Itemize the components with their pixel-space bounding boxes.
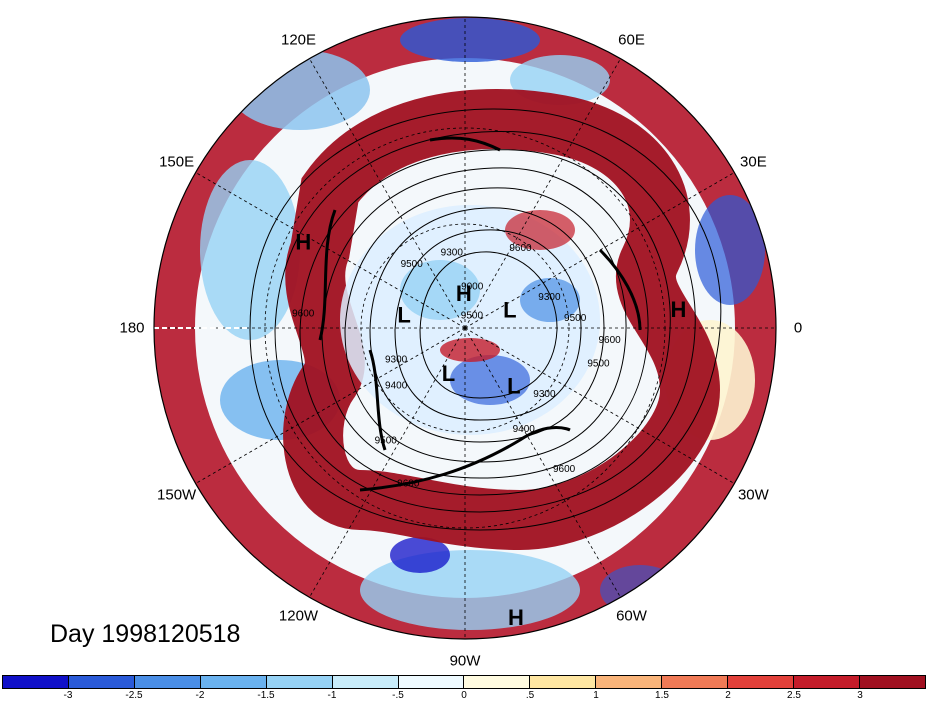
colorbar-tick-label: -2.5 <box>125 690 143 701</box>
colorbar-tick-label: -1 <box>327 690 337 701</box>
colorbar-segment <box>662 676 729 688</box>
contour-label: 9300 <box>441 248 464 259</box>
contour-label: 9500 <box>587 358 610 369</box>
colorbar-segment <box>859 676 925 688</box>
colorbar-tick-label: 1 <box>593 690 599 701</box>
longitude-label: 150E <box>159 153 195 170</box>
colorbar-tick-label: 2.5 <box>787 690 801 701</box>
meridian-line <box>195 172 466 329</box>
contour-lines <box>249 108 722 531</box>
contour-label: 9300 <box>538 292 561 303</box>
colorbar-segment <box>134 676 201 688</box>
colorbar-labels: -3 -2.5 -2 -1.5 -1 -.5 0 .5 1 1.5 2 2.5 3 <box>2 690 926 702</box>
high-pressure-marker: H <box>456 281 472 306</box>
anomaly-field <box>154 17 776 639</box>
colorbar-tick-label: -.5 <box>392 690 404 701</box>
meridian-line <box>309 58 466 329</box>
longitude-label: 60W <box>616 607 647 625</box>
colorbar-segment <box>596 676 663 688</box>
meridian-line <box>464 327 735 484</box>
colorbar-tick-label: -2 <box>195 690 205 701</box>
colorbar-segment <box>464 676 531 688</box>
colorbar-segment <box>728 676 795 688</box>
map-boundary <box>153 16 777 640</box>
contour-label: 9500 <box>401 259 424 270</box>
low-pressure-marker: L <box>503 297 516 322</box>
contour-label: 9500 <box>564 313 587 324</box>
contour-label: 9500 <box>375 436 398 447</box>
high-pressure-marker: H <box>508 605 524 630</box>
pressure-centers: H H H H L L L L <box>295 230 686 630</box>
contour-label: 9600 <box>509 243 532 254</box>
field-blob <box>400 260 480 320</box>
contour-label: 9400 <box>513 424 536 435</box>
meridian-line <box>309 327 466 598</box>
longitude-label: 120W <box>278 607 319 625</box>
colorbar-tick-label: 2 <box>725 690 731 701</box>
contour-label: 9500 <box>461 311 484 322</box>
field-blob <box>520 278 580 322</box>
high-pressure-marker: H <box>295 230 311 255</box>
field-blob <box>505 210 575 250</box>
colorbar-tick-label: .5 <box>525 690 535 701</box>
contour-label: 9300 <box>385 355 408 366</box>
low-pressure-marker: L <box>442 361 455 386</box>
contour-label: 9300 <box>533 389 556 400</box>
field-blob <box>450 355 530 405</box>
low-pressure-marker: L <box>507 374 520 399</box>
colorbar-tick-label: 1.5 <box>655 690 669 701</box>
contour-label: 9600 <box>292 308 315 319</box>
colorbar-tick-label: 3 <box>857 690 863 701</box>
colorbar-tick-label: 0 <box>461 690 467 701</box>
colorbar-segment <box>794 676 860 688</box>
field-blob <box>400 18 540 62</box>
longitude-label: 150W <box>157 486 197 503</box>
high-pressure-marker: H <box>670 297 686 322</box>
colorbar-segment <box>68 676 135 688</box>
longitude-label: 90E <box>452 0 479 4</box>
colorbar <box>2 675 926 689</box>
field-blob <box>390 537 450 573</box>
meridian-line <box>464 58 621 329</box>
colorbar-tick-label: -1.5 <box>257 690 275 701</box>
colorbar-segment <box>332 676 399 688</box>
colorbar-segment <box>200 676 267 688</box>
colorbar-segment <box>530 676 597 688</box>
longitude-label: 180 <box>119 319 145 337</box>
contour-label: 9600 <box>598 335 621 346</box>
meridian-line <box>464 327 621 598</box>
map-title: Day 1998120518 <box>50 620 241 648</box>
meridian-line <box>195 327 466 484</box>
longitude-label: 30E <box>740 153 767 170</box>
colorbar-tick-label: -3 <box>63 690 73 701</box>
meridian-line <box>464 172 735 329</box>
longitude-label: 120E <box>280 31 317 49</box>
colorbar-segment <box>398 676 465 688</box>
longitude-label: 90W <box>449 652 481 670</box>
longitude-label: 0 <box>793 319 803 337</box>
colorbar-segment <box>3 676 69 688</box>
contour-label: 9400 <box>385 380 408 391</box>
longitude-label: 60E <box>618 31 645 49</box>
longitude-label: 30W <box>737 486 769 503</box>
low-pressure-marker: L <box>397 303 410 328</box>
field-jet-band <box>283 89 721 551</box>
contour-thick <box>318 136 642 492</box>
field-blob <box>440 338 500 362</box>
field-blob <box>200 160 300 340</box>
field-inner <box>340 205 600 435</box>
colorbar-segment <box>266 676 333 688</box>
contour-label: 9600 <box>553 464 576 475</box>
field-blob <box>695 195 765 305</box>
contour-label: 9000 <box>461 282 484 293</box>
contour-label: 9600 <box>397 478 420 489</box>
field-blob <box>230 50 370 130</box>
contour-labels: 9600930090009500930095009600950093009400… <box>292 243 621 489</box>
